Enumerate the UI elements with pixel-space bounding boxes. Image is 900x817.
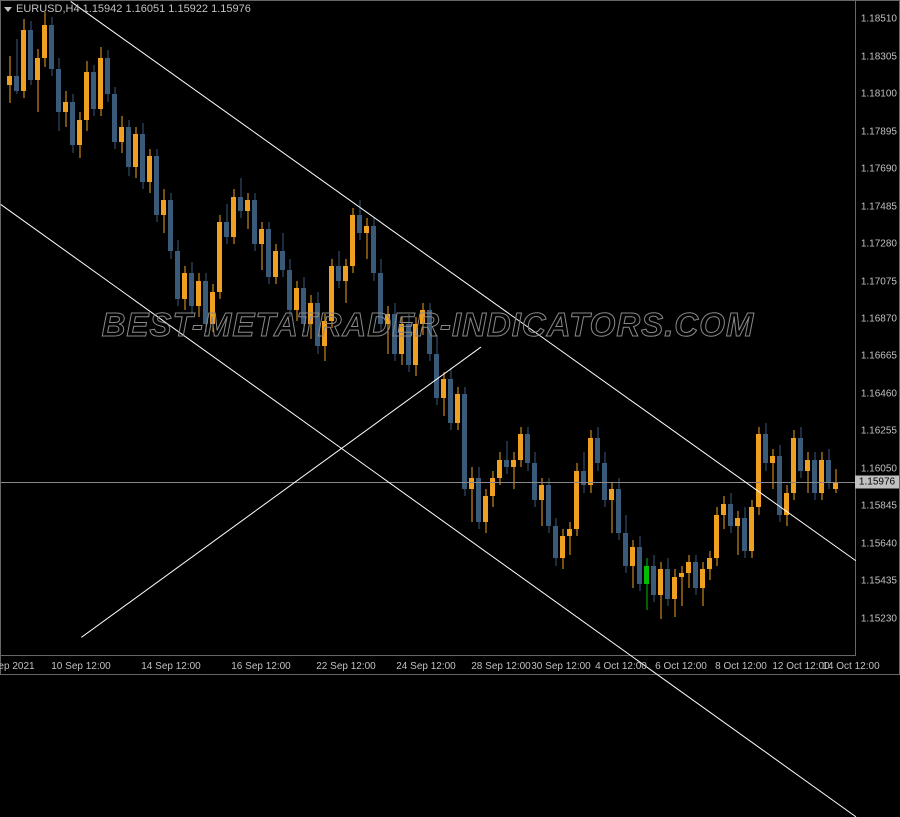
symbol-label: EURUSD,H4 (16, 3, 80, 15)
chart-plot-area[interactable]: EURUSD,H4 1.15942 1.16051 1.15922 1.1597… (1, 1, 856, 656)
y-tick-label: 1.18100 (861, 89, 897, 100)
y-tick-label: 1.17485 (861, 201, 897, 212)
x-tick-label: 8 Oct 12:00 (715, 661, 767, 672)
y-tick-label: 1.16050 (861, 463, 897, 474)
dropdown-triangle-icon[interactable] (4, 7, 12, 12)
current-price-line (1, 482, 856, 483)
y-tick-label: 1.17075 (861, 276, 897, 287)
y-tick-label: 1.15435 (861, 576, 897, 587)
x-tick-label: 24 Sep 12:00 (396, 661, 456, 672)
x-tick-label: 14 Oct 12:00 (822, 661, 879, 672)
y-tick-label: 1.18305 (861, 51, 897, 62)
y-tick-label: 1.17690 (861, 164, 897, 175)
x-tick-label: 16 Sep 12:00 (231, 661, 291, 672)
y-tick-label: 1.17280 (861, 239, 897, 250)
y-tick-label: 1.16460 (861, 388, 897, 399)
y-tick-label: 1.16665 (861, 351, 897, 362)
y-tick-label: 1.16870 (861, 314, 897, 325)
y-tick-label: 1.18510 (861, 14, 897, 25)
trendline[interactable] (81, 346, 482, 637)
x-tick-label: 28 Sep 12:00 (471, 661, 531, 672)
current-price-tag: 1.15976 (855, 476, 899, 489)
x-tick-label: 22 Sep 12:00 (316, 661, 376, 672)
y-axis: 1.18510 1.18305 1.18100 1.17895 1.17690 1.174… (855, 1, 899, 656)
chart-header: EURUSD,H4 1.15942 1.16051 1.15922 1.1597… (1, 1, 855, 17)
x-tick-label: 4 Oct 12:00 (595, 661, 647, 672)
y-tick-label: 1.16255 (861, 426, 897, 437)
y-tick-label: 1.17895 (861, 126, 897, 137)
y-tick-label: 1.15230 (861, 613, 897, 624)
x-axis: 8 Sep 2021 10 Sep 12:00 14 Sep 12:00 16 Sep… (1, 655, 856, 674)
x-tick-label: 10 Sep 12:00 (51, 661, 111, 672)
x-tick-label: 8 Sep 2021 (0, 661, 35, 672)
x-tick-label: 14 Sep 12:00 (141, 661, 201, 672)
y-tick-label: 1.15640 (861, 538, 897, 549)
x-tick-label: 30 Sep 12:00 (531, 661, 591, 672)
x-tick-label: 12 Oct 12:00 (772, 661, 829, 672)
x-tick-label: 6 Oct 12:00 (655, 661, 707, 672)
y-tick-label: 1.15845 (861, 501, 897, 512)
ohlc-label: 1.15942 1.16051 1.15922 1.15976 (83, 3, 251, 15)
